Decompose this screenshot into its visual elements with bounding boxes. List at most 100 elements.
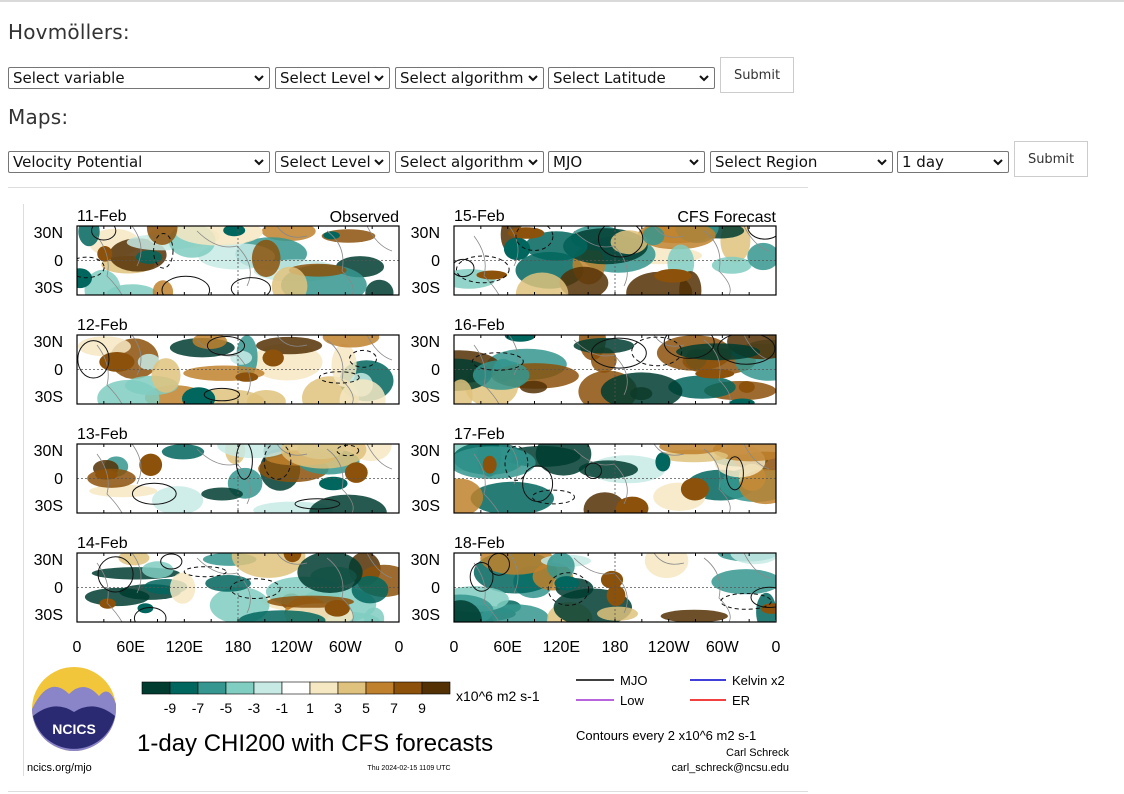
hovmollers-heading: Hovmöllers: <box>8 20 130 44</box>
lat-label: 30N <box>411 552 440 569</box>
panel-date: 18-Feb <box>454 535 505 552</box>
lon-label: 120W <box>648 639 691 656</box>
panel-date: 15-Feb <box>454 208 505 225</box>
observed-label: Observed <box>330 209 399 226</box>
colorbar-swatch <box>197 681 227 695</box>
colorbar-swatch <box>281 681 311 695</box>
maps-heading: Maps: <box>8 105 69 129</box>
colorbar-swatch <box>141 681 171 695</box>
divider <box>8 791 808 792</box>
colorbar-tick: 1 <box>306 700 314 716</box>
ncics-logo: NCICS <box>32 667 116 751</box>
maps-region-select[interactable]: Select Region <box>710 151 893 173</box>
hov-algorithm-select[interactable]: Select algorithm <box>395 67 544 89</box>
map-panel <box>453 552 777 623</box>
colorbar-swatch <box>393 681 423 695</box>
legend-label-kelvin: Kelvin x2 <box>732 673 785 688</box>
colorbar-tick: 5 <box>362 700 370 716</box>
logo-text: NCICS <box>52 721 96 737</box>
select-value: 1 day <box>902 153 944 171</box>
colorbar-swatch <box>169 681 199 695</box>
lat-label: 30S <box>412 607 440 624</box>
lat-label: 30S <box>412 280 440 297</box>
select-value: MJO <box>553 153 583 171</box>
lon-label: 0 <box>73 639 82 656</box>
select-value: Select Level <box>280 153 371 171</box>
lat-label: 0 <box>431 580 440 597</box>
figure-title: 1-day CHI200 with CFS forecasts <box>137 730 493 757</box>
lat-label: 30N <box>34 443 63 460</box>
maps-level-select[interactable]: Select Level <box>275 151 390 173</box>
maps-filter-select[interactable]: MJO <box>548 151 705 173</box>
author: Carl Schreck <box>726 747 789 759</box>
select-value: Select variable <box>13 69 125 87</box>
colorbar-tick: 7 <box>390 700 398 716</box>
lat-label: 30S <box>35 607 63 624</box>
legend-label-mjo: MJO <box>620 673 647 688</box>
lat-label: 0 <box>54 471 63 488</box>
panel-date: 12-Feb <box>77 317 128 334</box>
select-value: Select Latitude <box>553 69 666 87</box>
lat-label: 30N <box>411 443 440 460</box>
chevron-down-icon <box>254 75 264 82</box>
mjo-figure: 11-Feb 30N 0 30S 12-Feb 30N 0 30S 13-Feb 30N 0 30S 1… <box>23 204 794 776</box>
legend-label-er: ER <box>732 693 750 708</box>
legend-label-low: Low <box>620 693 644 708</box>
colorbar-tick: -9 <box>164 700 177 716</box>
chevron-down-icon <box>374 75 384 82</box>
lat-label: 30N <box>34 552 63 569</box>
select-value: Velocity Potential <box>13 153 143 171</box>
lat-label: 0 <box>431 471 440 488</box>
author-email: carl_schreck@ncsu.edu <box>671 762 789 774</box>
lon-label: 120E <box>166 639 203 656</box>
lat-label: 30N <box>411 334 440 351</box>
maps-variable-select[interactable]: Velocity Potential <box>8 151 270 173</box>
hov-level-select[interactable]: Select Level <box>275 67 390 89</box>
hov-variable-select[interactable]: Select variable <box>8 67 270 89</box>
select-value: Select Region <box>715 153 818 171</box>
lat-label: 30S <box>412 389 440 406</box>
map-panel <box>76 334 400 405</box>
timestamp: Thu 2024-02-15 1109 UTC <box>367 765 450 772</box>
colorbar-swatch <box>337 681 367 695</box>
colorbar-tick: -5 <box>220 700 233 716</box>
chevron-down-icon <box>528 75 538 82</box>
lon-label: 120W <box>271 639 314 656</box>
colorbar-tick: 9 <box>418 700 426 716</box>
map-panel <box>453 225 777 296</box>
lon-label: 60E <box>493 639 521 656</box>
maps-period-select[interactable]: 1 day <box>897 151 1009 173</box>
lon-label: 0 <box>772 639 781 656</box>
lat-label: 30N <box>34 334 63 351</box>
panel-date: 16-Feb <box>454 317 505 334</box>
forecast-label: CFS Forecast <box>677 209 776 226</box>
colorbar-swatch <box>253 681 283 695</box>
contour-note: Contours every 2 x10^6 m2 s-1 <box>576 728 756 743</box>
colorbar-swatch <box>421 681 451 695</box>
chevron-down-icon <box>689 159 699 166</box>
map-panel <box>76 552 400 623</box>
select-value: Select algorithm <box>400 69 524 87</box>
lat-label: 30S <box>35 498 63 515</box>
chevron-down-icon <box>699 75 709 82</box>
chevron-down-icon <box>254 159 264 166</box>
lat-label: 0 <box>54 253 63 270</box>
lat-label: 30N <box>34 225 63 242</box>
colorbar-swatch <box>225 681 255 695</box>
lat-label: 0 <box>431 362 440 379</box>
lon-label: 0 <box>450 639 459 656</box>
colorbar-tick: 3 <box>334 700 342 716</box>
panel-date: 13-Feb <box>77 426 128 443</box>
hov-submit-button[interactable]: Submit <box>720 57 794 93</box>
maps-submit-button[interactable]: Submit <box>1014 141 1088 177</box>
hov-latitude-select[interactable]: Select Latitude <box>548 67 715 89</box>
colorbar: -9 -7 -5 -3 -1 1 3 5 7 9 <box>141 681 451 716</box>
maps-algorithm-select[interactable]: Select algorithm <box>395 151 544 173</box>
lon-label: 0 <box>395 639 404 656</box>
chevron-down-icon <box>528 159 538 166</box>
divider <box>8 187 808 188</box>
lat-label: 0 <box>54 362 63 379</box>
lat-label: 0 <box>54 580 63 597</box>
lat-label: 30S <box>412 498 440 515</box>
lon-label: 60W <box>329 639 363 656</box>
